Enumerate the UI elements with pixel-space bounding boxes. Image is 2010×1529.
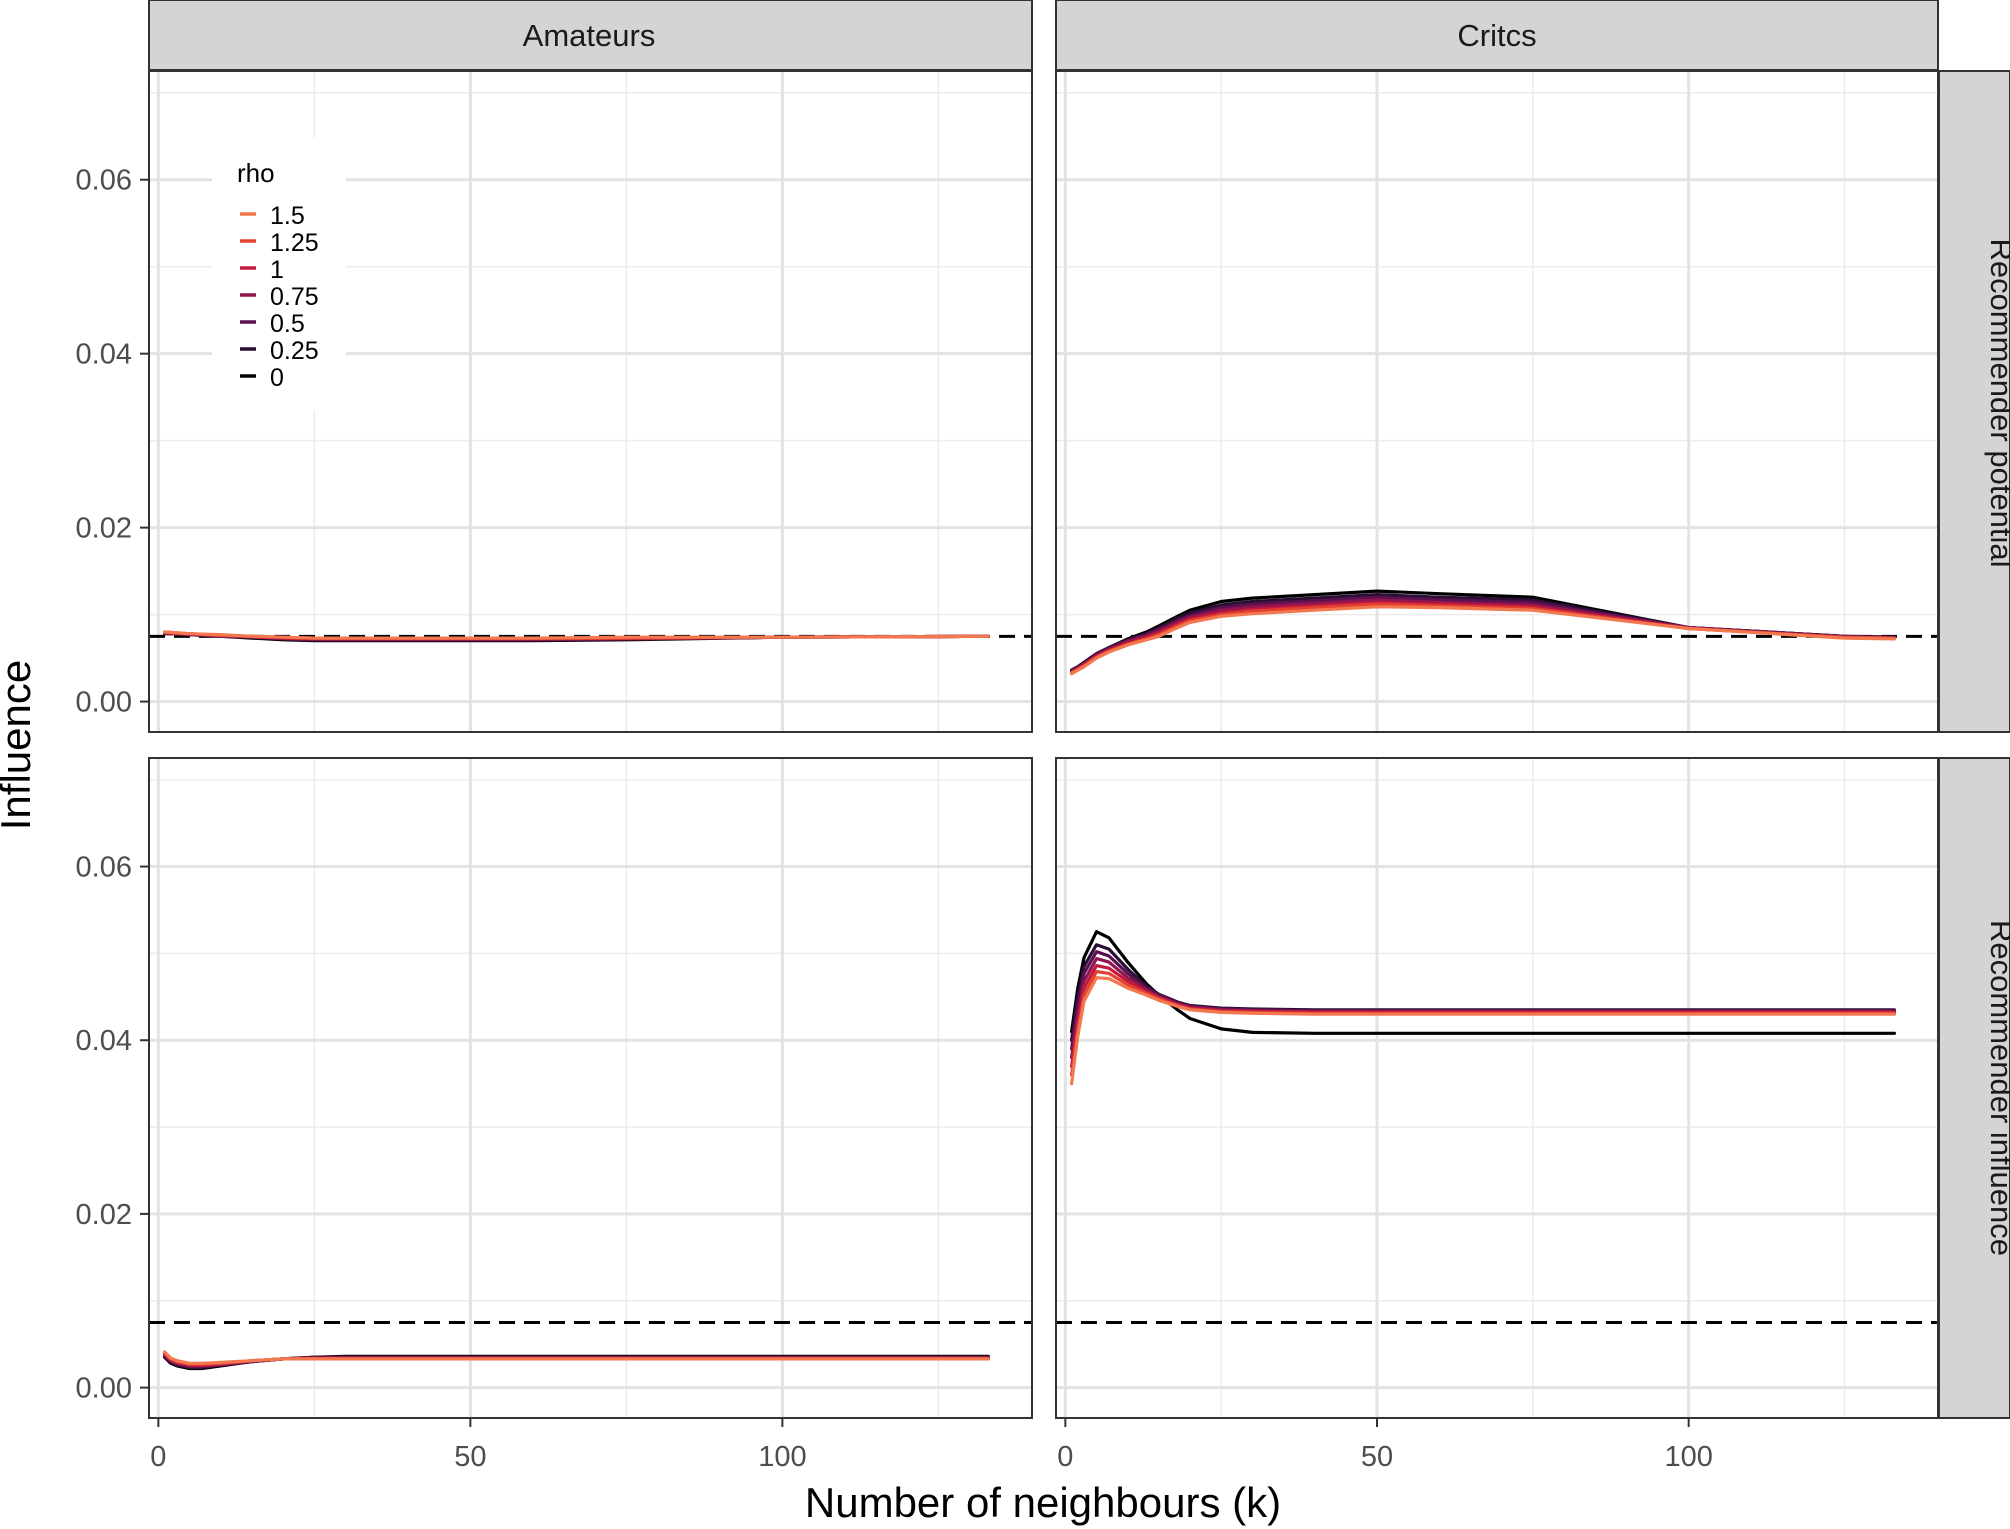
y-axis-title: Influence: [0, 660, 39, 830]
legend-label: 1.5: [270, 202, 305, 230]
y-tick-label: 0.02: [76, 1199, 132, 1231]
y-tick-label: 0.06: [76, 852, 132, 884]
legend-label: 0.5: [270, 310, 305, 338]
y-tick-label: 0.06: [76, 165, 132, 197]
panel-background: [1056, 758, 1938, 1418]
y-tick-label: 0.00: [76, 687, 132, 719]
col-strip: [1055, 0, 1939, 71]
x-tick-label: 0: [150, 1441, 166, 1473]
panel-border: [1055, 757, 1939, 1419]
row-strip-label-potential: Recommender potential: [1984, 238, 2010, 567]
series-line-rho-1_5: [1069, 605, 1897, 676]
legend-background: [212, 138, 346, 410]
series-line-rho-1_5: [163, 1350, 990, 1365]
plot-layer: 0.00 0.02 0.04 0.06 0.00 0.02 0.04 0.06 0 50 100 0 5…: [76, 0, 2010, 1473]
series-line-rho-1_5: [1069, 976, 1897, 1086]
panel-border: [1055, 70, 1939, 733]
col-strip-label-amateurs: Amateurs: [523, 18, 656, 53]
x-axis-title: Number of neighbours (k): [805, 1479, 1281, 1526]
y-tick-label: 0.04: [76, 1025, 132, 1057]
series-line-rho-0: [1069, 930, 1897, 1035]
legend-label: 1.25: [270, 229, 319, 257]
panel-border: [148, 757, 1033, 1419]
x-tick-label: 100: [1664, 1441, 1712, 1473]
series-line-rho-1_5: [163, 630, 990, 640]
row-strip-label-influence: Recommender influence: [1984, 920, 2010, 1256]
y-tick-label: 0.02: [76, 513, 132, 545]
legend-title: rho: [237, 158, 275, 188]
col-strip-label-critics: Critcs: [1457, 18, 1536, 53]
row-strip: [1938, 757, 2010, 1419]
x-tick-label: 0: [1057, 1441, 1073, 1473]
x-tick-label: 100: [758, 1441, 806, 1473]
panel-border: [148, 70, 1033, 733]
legend-label: 0.25: [270, 337, 319, 365]
col-strip: [148, 0, 1033, 71]
x-tick-label: 50: [454, 1441, 486, 1473]
x-tick-label: 50: [1361, 1441, 1393, 1473]
legend-label: 1: [270, 256, 284, 284]
legend-label: 0.75: [270, 283, 319, 311]
legend-label: 0: [270, 364, 284, 392]
y-tick-label: 0.04: [76, 339, 132, 371]
panel-background: [149, 758, 1032, 1418]
y-tick-label: 0.00: [76, 1373, 132, 1405]
